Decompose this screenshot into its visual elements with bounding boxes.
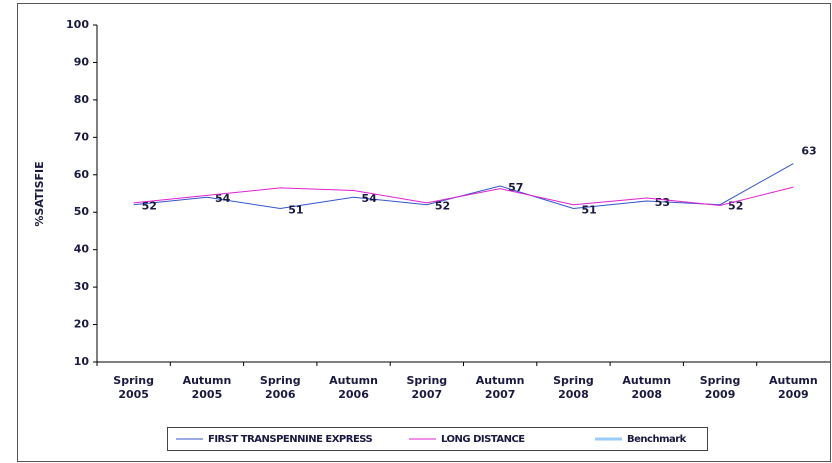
x-tick-label: Autumn 2006 bbox=[329, 374, 378, 401]
y-tick-label: 60 bbox=[74, 168, 90, 181]
data-label: 63 bbox=[801, 145, 816, 158]
x-tick-label: Autumn 2007 bbox=[476, 374, 525, 401]
y-tick-label: 100 bbox=[66, 18, 89, 31]
legend-label: FIRST TRANSPENNINE EXPRESS bbox=[208, 434, 373, 445]
x-tick-label: Spring 2006 bbox=[260, 374, 301, 401]
x-tick-label: Autumn 2008 bbox=[622, 374, 671, 401]
data-label: 51 bbox=[581, 203, 596, 216]
x-tick-label: Spring 2007 bbox=[406, 374, 447, 401]
x-tick-label: Spring 2005 bbox=[113, 374, 154, 401]
y-tick-label: 70 bbox=[74, 130, 90, 143]
data-label: 51 bbox=[288, 203, 303, 216]
y-axis-label: %SATISFIE bbox=[33, 161, 46, 226]
data-label: 52 bbox=[435, 200, 450, 213]
y-tick-label: 20 bbox=[74, 318, 90, 331]
x-tick-label: Spring 2008 bbox=[553, 374, 594, 401]
data-label: 54 bbox=[215, 192, 231, 205]
y-tick-label: 10 bbox=[74, 355, 90, 368]
x-tick-label: Autumn 2005 bbox=[183, 374, 232, 401]
series-line bbox=[133, 186, 794, 206]
legend-label: LONG DISTANCE bbox=[441, 434, 525, 445]
data-label: 54 bbox=[362, 192, 378, 205]
series-line bbox=[133, 163, 794, 209]
data-label: 52 bbox=[142, 200, 157, 213]
y-tick-label: 80 bbox=[74, 93, 90, 106]
y-tick-label: 50 bbox=[74, 205, 90, 218]
y-tick-label: 90 bbox=[74, 55, 90, 68]
y-tick-label: 40 bbox=[74, 243, 90, 256]
legend-label: Benchmark bbox=[627, 434, 687, 445]
y-tick-label: 30 bbox=[74, 280, 90, 293]
x-tick-label: Autumn 2009 bbox=[769, 374, 818, 401]
legend-box bbox=[167, 427, 708, 451]
x-tick-label: Spring 2009 bbox=[700, 374, 741, 401]
chart-frame bbox=[17, 3, 831, 462]
data-label: 53 bbox=[655, 196, 670, 209]
